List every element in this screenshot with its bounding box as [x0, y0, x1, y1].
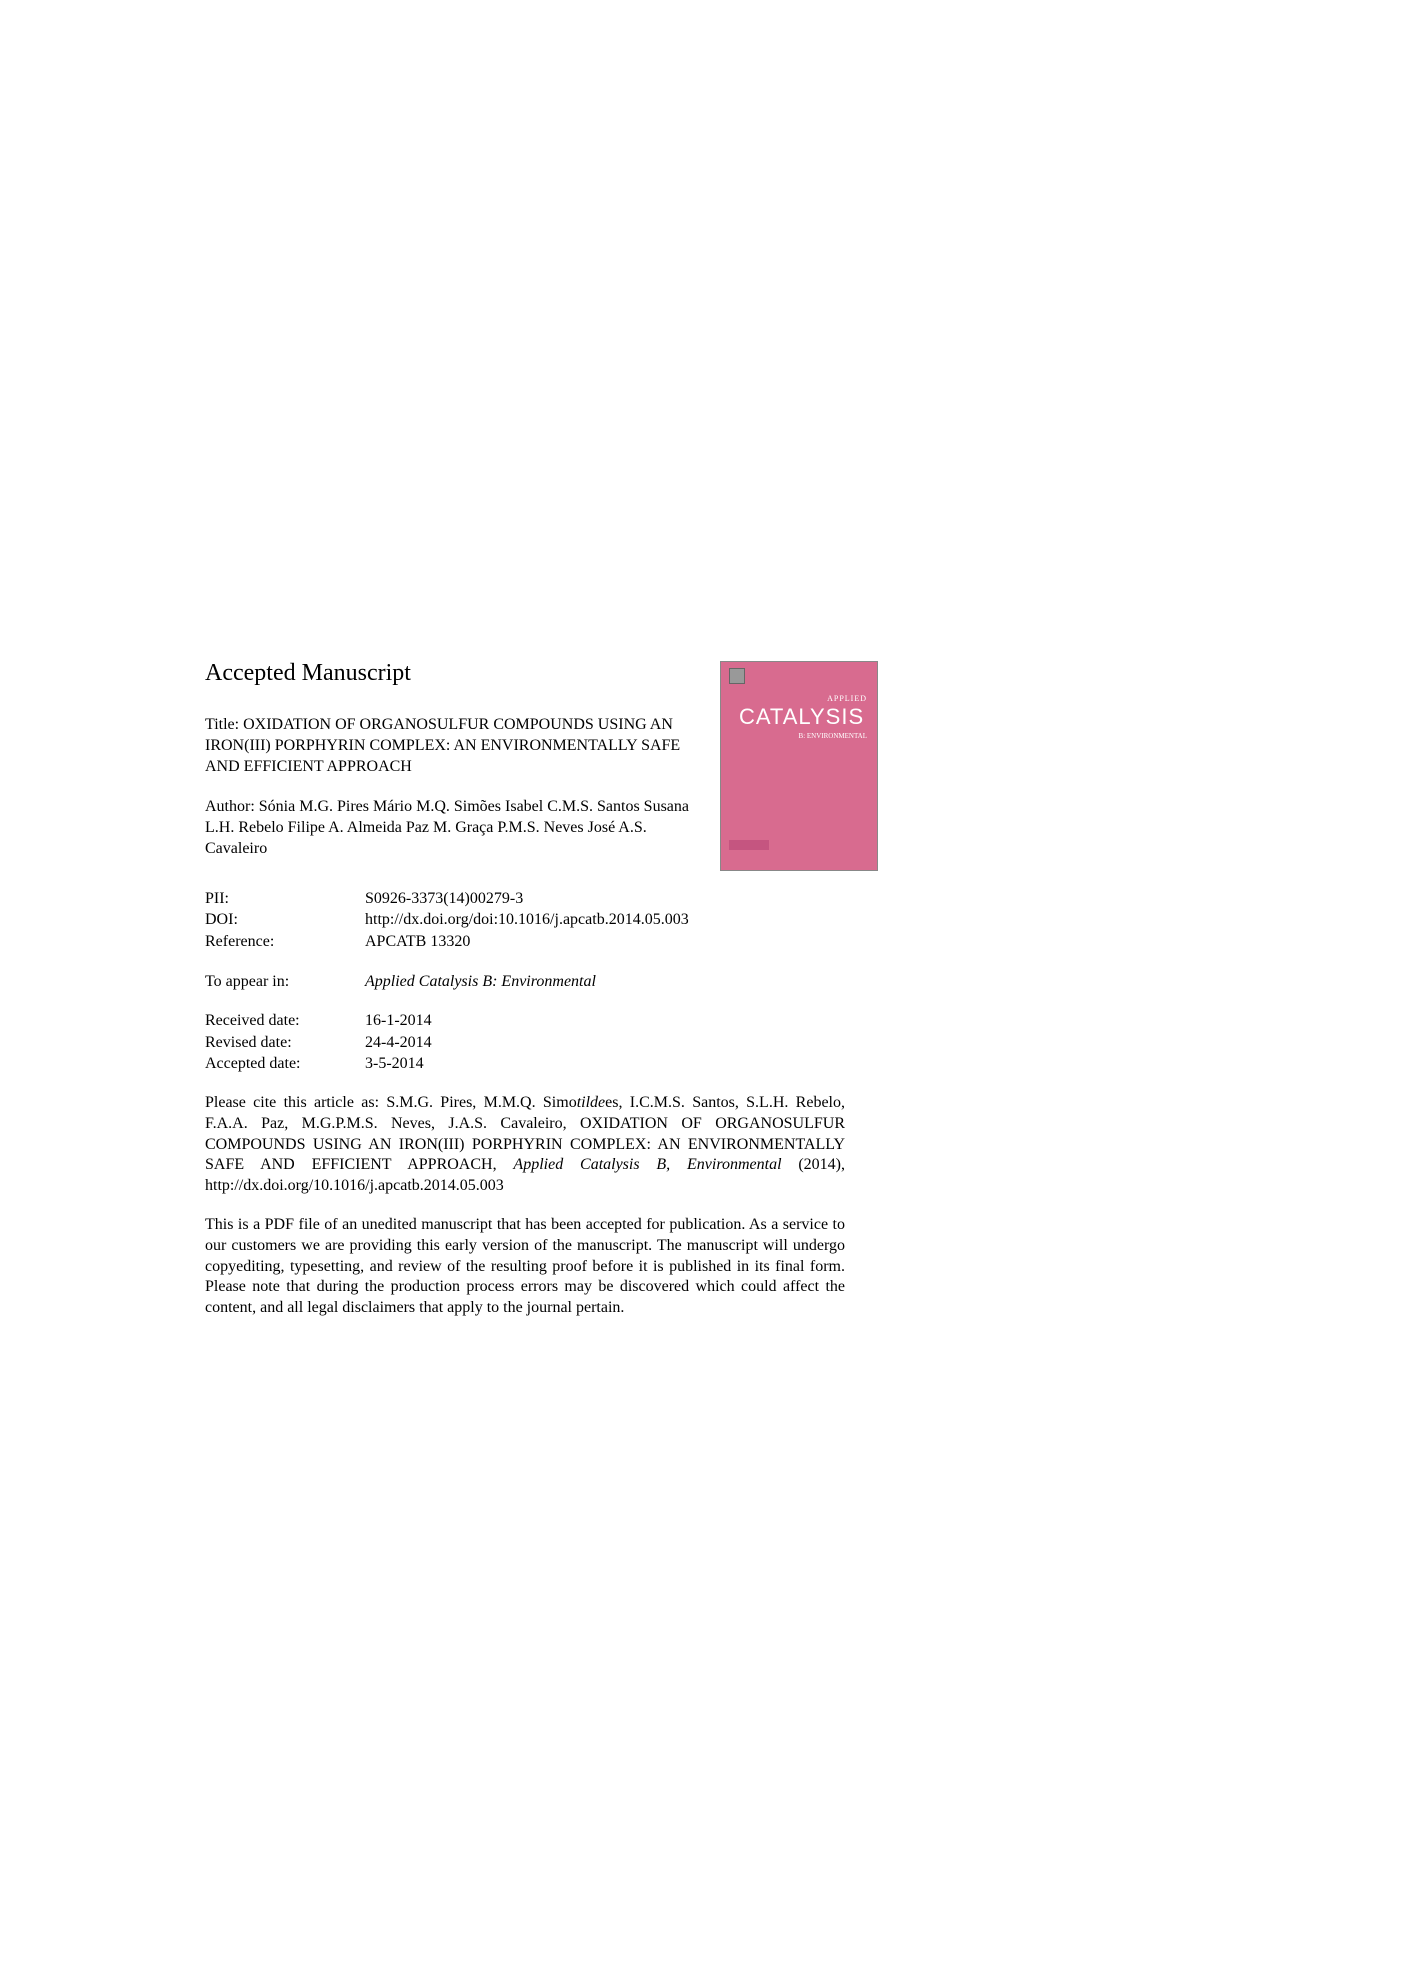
author-prefix: Author:	[205, 798, 259, 815]
received-label: Received date:	[205, 1010, 365, 1032]
manuscript-page: Accepted Manuscript Title: OXIDATION OF …	[205, 660, 905, 1319]
manuscript-title: Title: OXIDATION OF ORGANOSULFUR COMPOUN…	[205, 715, 695, 777]
received-value: 16-1-2014	[365, 1010, 905, 1032]
page-heading: Accepted Manuscript	[205, 660, 905, 687]
disclaimer-text: This is a PDF file of an unedited manusc…	[205, 1215, 845, 1319]
revised-label: Revised date:	[205, 1032, 365, 1054]
title-text: OXIDATION OF ORGANOSULFUR COMPOUNDS USIN…	[205, 716, 680, 775]
reference-row: Reference: APCATB 13320	[205, 931, 905, 953]
citation-journal: Applied Catalysis B, Environmental	[513, 1156, 781, 1173]
revised-value: 24-4-2014	[365, 1032, 905, 1054]
appear-label: To appear in:	[205, 971, 365, 993]
pii-label: PII:	[205, 888, 365, 910]
author-text: Sónia M.G. Pires Mário M.Q. Simões Isabe…	[205, 798, 689, 857]
manuscript-authors: Author: Sónia M.G. Pires Mário M.Q. Simõ…	[205, 797, 695, 859]
doi-label: DOI:	[205, 909, 365, 931]
citation-pre: Please cite this article as: S.M.G. Pire…	[205, 1094, 577, 1111]
revised-row: Revised date: 24-4-2014	[205, 1032, 905, 1054]
title-prefix: Title:	[205, 716, 243, 733]
citation-tilde: tilde	[577, 1094, 605, 1111]
reference-value: APCATB 13320	[365, 931, 905, 953]
dates-block: Received date: 16-1-2014 Revised date: 2…	[205, 1010, 905, 1075]
citation-text: Please cite this article as: S.M.G. Pire…	[205, 1093, 845, 1197]
doi-value: http://dx.doi.org/doi:10.1016/j.apcatb.2…	[365, 909, 905, 931]
appear-row: To appear in: Applied Catalysis B: Envir…	[205, 971, 905, 993]
metadata-block: PII: S0926-3373(14)00279-3 DOI: http://d…	[205, 888, 905, 953]
accepted-label: Accepted date:	[205, 1053, 365, 1075]
appear-block: To appear in: Applied Catalysis B: Envir…	[205, 971, 905, 993]
pii-value: S0926-3373(14)00279-3	[365, 888, 905, 910]
received-row: Received date: 16-1-2014	[205, 1010, 905, 1032]
doi-row: DOI: http://dx.doi.org/doi:10.1016/j.apc…	[205, 909, 905, 931]
appear-value: Applied Catalysis B: Environmental	[365, 971, 905, 993]
accepted-value: 3-5-2014	[365, 1053, 905, 1075]
accepted-row: Accepted date: 3-5-2014	[205, 1053, 905, 1075]
reference-label: Reference:	[205, 931, 365, 953]
pii-row: PII: S0926-3373(14)00279-3	[205, 888, 905, 910]
